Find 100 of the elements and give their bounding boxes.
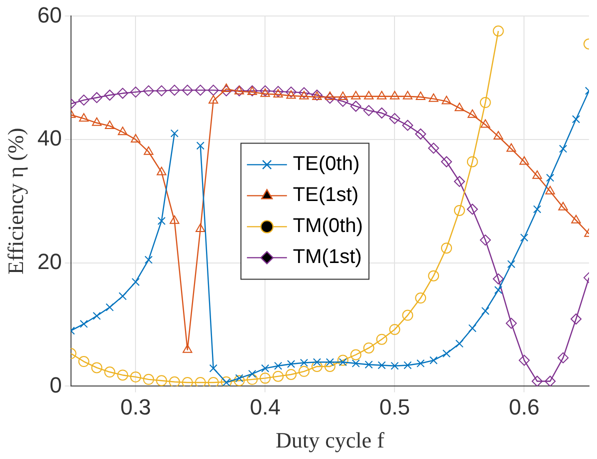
point xyxy=(209,364,218,372)
point xyxy=(78,356,90,368)
point xyxy=(428,142,440,154)
point xyxy=(493,130,504,140)
point xyxy=(104,120,115,129)
point xyxy=(466,204,478,215)
point xyxy=(480,97,491,108)
point xyxy=(132,278,140,286)
point xyxy=(261,364,270,372)
point xyxy=(130,134,140,143)
point xyxy=(311,360,322,372)
point xyxy=(143,85,154,96)
point xyxy=(235,374,244,382)
point xyxy=(273,89,283,98)
y-tick-label: 60 xyxy=(37,2,62,28)
point xyxy=(168,84,180,96)
point xyxy=(274,362,282,370)
point xyxy=(468,109,478,118)
point xyxy=(104,366,116,378)
point xyxy=(389,324,400,335)
point xyxy=(415,128,426,140)
point xyxy=(352,359,360,368)
point xyxy=(91,362,102,374)
x-tick-label: 0.5 xyxy=(379,394,410,420)
point xyxy=(363,105,374,116)
point xyxy=(92,312,101,320)
point xyxy=(287,360,296,368)
point xyxy=(454,102,464,112)
point xyxy=(91,92,102,104)
x-axis-title: Duty cycle f xyxy=(276,428,385,453)
point xyxy=(492,273,504,284)
point xyxy=(298,366,310,377)
point xyxy=(324,92,336,104)
point xyxy=(196,142,204,150)
point xyxy=(351,90,361,100)
point xyxy=(518,354,530,366)
point xyxy=(182,377,193,386)
point xyxy=(428,93,438,102)
point xyxy=(299,90,309,100)
point xyxy=(324,360,336,372)
x-tick-label: 0.4 xyxy=(250,394,280,420)
point xyxy=(378,361,386,370)
point xyxy=(272,86,284,97)
point xyxy=(404,361,412,370)
y-tick-label: 40 xyxy=(37,126,62,151)
point xyxy=(118,292,127,300)
point xyxy=(441,242,452,254)
point xyxy=(325,91,335,100)
y-tick-label: 0 xyxy=(50,372,62,398)
point xyxy=(559,144,568,153)
point xyxy=(572,115,580,124)
point xyxy=(442,96,452,104)
point xyxy=(92,117,102,126)
point xyxy=(156,166,166,176)
point xyxy=(337,354,348,366)
point xyxy=(402,310,414,321)
point xyxy=(337,96,348,107)
point xyxy=(104,90,116,101)
point xyxy=(117,88,128,99)
point xyxy=(402,90,412,100)
point xyxy=(194,84,206,96)
point xyxy=(158,216,166,225)
point xyxy=(117,370,128,381)
point xyxy=(208,95,218,104)
point xyxy=(402,120,414,131)
point xyxy=(196,223,206,232)
point xyxy=(376,108,388,119)
point xyxy=(389,113,400,124)
point xyxy=(208,84,219,96)
point xyxy=(546,174,554,182)
point xyxy=(220,85,232,96)
point xyxy=(312,358,322,366)
x-tick-label: 0.6 xyxy=(508,394,540,420)
y-axis-title: Efficiency η (%) xyxy=(2,128,28,275)
point xyxy=(234,375,245,386)
point xyxy=(78,113,89,122)
point xyxy=(544,376,556,386)
point xyxy=(390,90,400,100)
legend-label: TM(1st) xyxy=(292,246,362,268)
point xyxy=(286,86,297,98)
point xyxy=(168,376,180,386)
point xyxy=(144,256,153,264)
point xyxy=(520,234,528,242)
point xyxy=(182,344,192,353)
point xyxy=(350,349,362,360)
point xyxy=(480,119,490,128)
point xyxy=(532,376,543,386)
point xyxy=(480,234,491,246)
point xyxy=(272,370,284,382)
point xyxy=(390,362,399,370)
point xyxy=(507,260,516,268)
point xyxy=(130,371,142,382)
point xyxy=(182,84,193,96)
y-tick-label: 20 xyxy=(37,248,62,274)
x-tick-label: 0.3 xyxy=(120,394,151,420)
point xyxy=(558,352,569,364)
point xyxy=(248,370,256,378)
point xyxy=(364,90,374,100)
point xyxy=(298,87,310,98)
point xyxy=(118,126,128,136)
